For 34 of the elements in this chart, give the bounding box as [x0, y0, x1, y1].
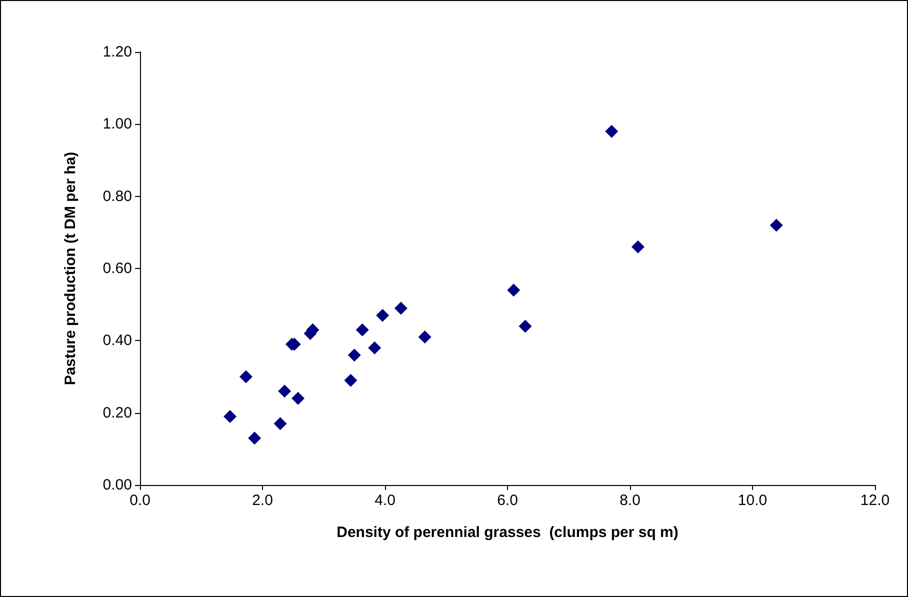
- point: [344, 374, 358, 387]
- point: [274, 417, 287, 430]
- y-tick-label: 0.60: [102, 260, 132, 277]
- point: [224, 410, 237, 423]
- y-axis-title: Pasture production (t DM per ha): [62, 152, 79, 386]
- point: [631, 240, 644, 254]
- y-tick-label: 0.80: [102, 188, 132, 205]
- point: [239, 370, 252, 384]
- point: [368, 341, 382, 354]
- point: [278, 384, 292, 398]
- x-tick-label: 0.0: [130, 492, 150, 509]
- y-tick-label: 0.40: [102, 332, 132, 350]
- point: [418, 330, 432, 344]
- point: [376, 308, 390, 322]
- point: [394, 302, 408, 315]
- point: [248, 432, 262, 445]
- point: [356, 323, 369, 336]
- point: [605, 124, 618, 138]
- x-tick-label: 4.0: [374, 492, 396, 509]
- x-tick-label: 10.0: [738, 492, 768, 509]
- x-axis-title: Density of perennial grasses (clumps per sq m): [336, 524, 678, 541]
- y-tick-label: 1.20: [102, 44, 132, 60]
- point: [292, 392, 305, 405]
- y-tick-label: 0.20: [102, 404, 132, 422]
- point: [507, 284, 520, 297]
- point: [348, 348, 361, 362]
- point: [770, 218, 783, 232]
- point: [518, 320, 532, 333]
- y-tick-label: 0.00: [102, 476, 132, 494]
- x-tick-label: 12.0: [860, 492, 890, 509]
- x-tick-label: 6.0: [497, 492, 518, 509]
- x-tick-label: 2.0: [252, 492, 273, 509]
- y-tick-label: 1.00: [102, 116, 132, 133]
- x-tick-label: 8.0: [620, 492, 640, 509]
